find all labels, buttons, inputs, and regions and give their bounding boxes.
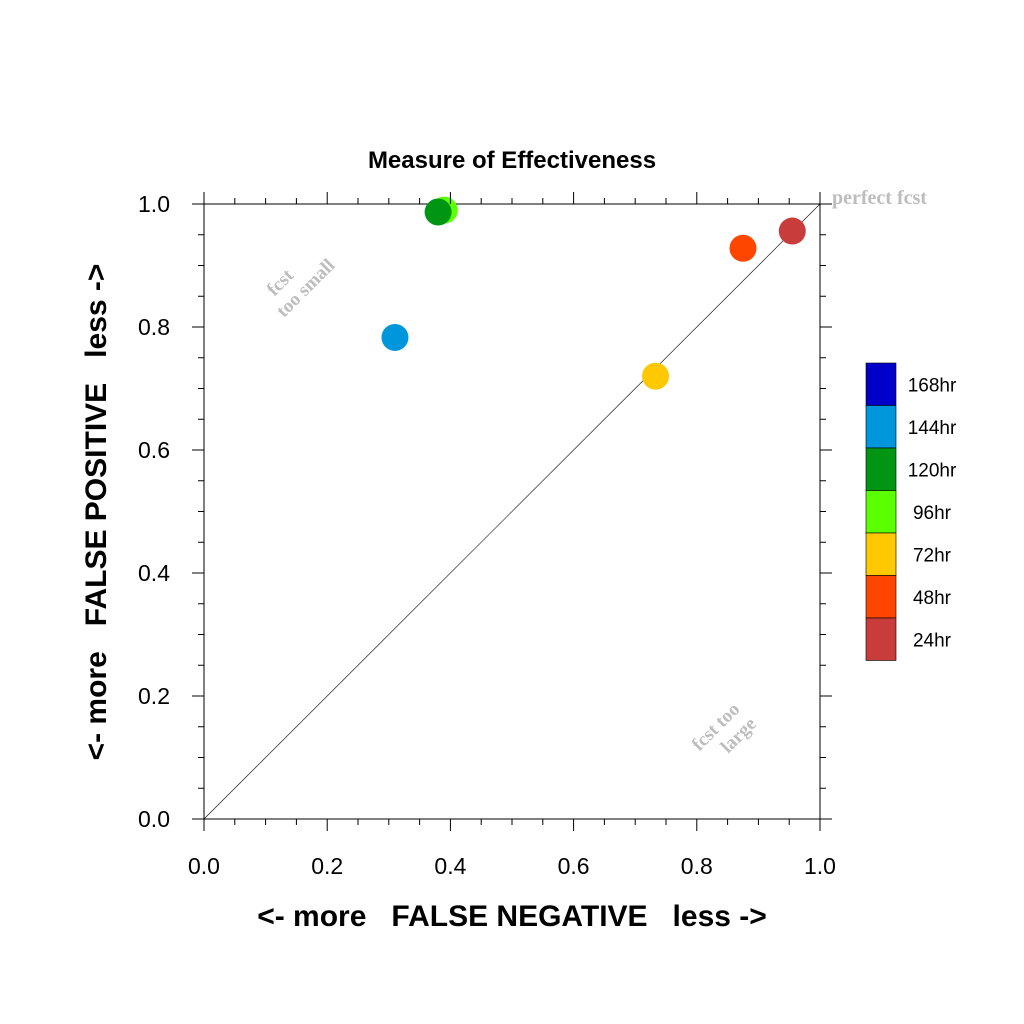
y-tick-label: 0.6 — [138, 437, 170, 463]
point-144hr — [381, 323, 409, 351]
y-axis-label: <- more FALSE POSITIVE less -> — [80, 264, 113, 761]
y-tick-label: 0.4 — [138, 560, 170, 586]
legend-label-144hr: 144hr — [908, 418, 957, 439]
legend-swatch-168hr — [865, 362, 897, 406]
y-tick-label: 1.0 — [138, 191, 170, 217]
x-axis-label: <- more FALSE NEGATIVE less -> — [257, 900, 767, 933]
legend-swatch-120hr — [865, 447, 897, 491]
y-tick-label: 0.8 — [138, 314, 170, 340]
legend-label-96hr: 96hr — [913, 503, 952, 524]
data-points — [381, 196, 806, 390]
legend: 168hr 144hr 120hr 96hr 72hr 48hr 24hr — [865, 362, 957, 661]
y-tick-label: 0.0 — [138, 806, 170, 832]
x-tick-label: 0.6 — [558, 853, 590, 879]
point-120hr — [424, 198, 452, 226]
legend-label-24hr: 24hr — [913, 630, 952, 651]
diagonal-line — [203, 203, 821, 820]
x-tick-label: 0.8 — [681, 853, 713, 879]
legend-swatch-24hr — [865, 617, 897, 661]
x-tick-label: 1.0 — [804, 853, 836, 879]
x-tick-label: 0.4 — [434, 853, 466, 879]
legend-swatch-96hr — [865, 490, 897, 534]
legend-swatch-72hr — [865, 532, 897, 576]
y-tick-label: 0.2 — [138, 683, 170, 709]
point-72hr — [642, 362, 670, 390]
legend-swatch-144hr — [865, 405, 897, 449]
legend-label-48hr: 48hr — [913, 588, 952, 609]
legend-swatch-48hr — [865, 575, 897, 619]
point-24hr — [778, 217, 806, 245]
legend-label-72hr: 72hr — [913, 545, 952, 566]
legend-label-120hr: 120hr — [908, 460, 957, 481]
annotation-perfect-fcst: perfect fcst — [832, 187, 927, 209]
legend-label-168hr: 168hr — [908, 375, 957, 396]
x-tick-label: 0.2 — [311, 853, 343, 879]
point-48hr — [729, 234, 757, 262]
x-tick-label: 0.0 — [188, 853, 220, 879]
chart-title: Measure of Effectiveness — [368, 147, 656, 174]
axis-ticks: 0.0 0.2 0.4 0.6 0.8 1.0 0.0 0.2 0.4 0.6 0.8 1.0 — [138, 191, 836, 879]
